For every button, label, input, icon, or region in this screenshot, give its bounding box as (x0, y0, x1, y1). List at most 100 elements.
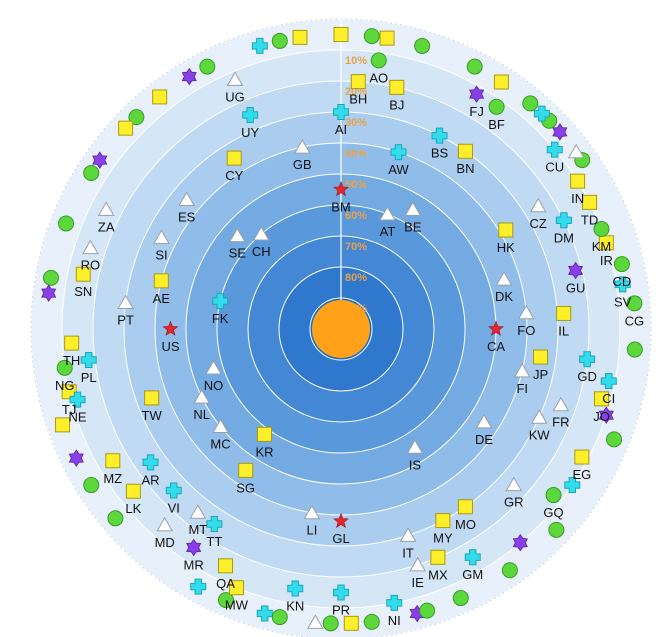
point-marker-gu (568, 261, 584, 280)
point-label-sv: SV (614, 294, 632, 309)
point-label-fj: FJ (469, 104, 483, 119)
radial-tick-label: 50% (345, 179, 367, 191)
point-marker-fo (517, 304, 535, 320)
point-marker (292, 29, 308, 45)
point-marker (522, 95, 539, 112)
point-label-il: IL (558, 323, 569, 338)
point-label-ae: AE (153, 291, 171, 306)
point-marker (181, 67, 197, 86)
point-marker (42, 269, 59, 286)
point-marker-sn (75, 266, 91, 282)
point-marker-jo (594, 391, 610, 407)
point-marker-eg (574, 449, 590, 465)
point-marker-tt (206, 515, 223, 532)
point-label-kw: KW (529, 427, 551, 442)
radial-tick-label: 60% (345, 210, 367, 222)
point-marker-gb (293, 139, 311, 154)
point-marker-ch (252, 226, 270, 241)
point-marker-fj (469, 85, 485, 103)
point-label-gd: GD (577, 369, 597, 384)
point-label-ir: IR (600, 253, 613, 268)
point-marker-se (228, 227, 246, 243)
point-marker-lk (125, 483, 141, 499)
point-marker-ca (488, 320, 504, 336)
radial-tick-label: 40% (345, 148, 367, 160)
point-marker-mx (430, 549, 446, 565)
point-label-cg: CG (625, 313, 645, 328)
point-labels: AO FJ BF BJ BH UG UY CY ES AI GB BS BN AW AT BE BM CH SE SI… (55, 70, 644, 627)
point-label-gr: GR (504, 495, 524, 510)
point-marker (55, 417, 71, 433)
point-marker (41, 284, 57, 302)
point-marker-hk (498, 222, 514, 238)
radial-tick-label: 80% (345, 272, 367, 284)
point-label-bf: BF (488, 117, 505, 132)
point-label-in: IN (571, 191, 584, 206)
point-marker (152, 89, 168, 105)
point-label-tj: TJ (62, 402, 76, 417)
point-marker-is (406, 439, 424, 454)
point-label-qa: QA (216, 576, 235, 591)
point-marker-ae (153, 273, 169, 289)
point-label-mo: MO (455, 517, 476, 532)
center-disk (312, 300, 370, 358)
point-marker-si (153, 229, 170, 245)
point-label-ai: AI (335, 122, 347, 137)
point-marker (379, 30, 395, 46)
point-label-hk: HK (497, 240, 515, 255)
point-marker-ai (333, 104, 349, 120)
point-label-ni: NI (388, 613, 401, 628)
point-marker-in (570, 173, 586, 189)
point-marker-bm (333, 181, 349, 197)
point-marker (606, 431, 623, 448)
data-points (41, 27, 643, 632)
point-marker-gr (505, 476, 523, 492)
point-marker-qa (217, 558, 233, 574)
point-marker-at (379, 206, 396, 221)
point-label-bh: BH (349, 92, 367, 107)
radial-tick-label: 70% (345, 241, 367, 253)
point-marker (533, 105, 550, 122)
point-label-mz: MZ (103, 471, 122, 486)
point-label-gl: GL (332, 531, 349, 546)
point-marker-li (303, 504, 321, 520)
point-label-se: SE (229, 246, 247, 261)
point-marker (598, 406, 614, 424)
point-label-us: US (161, 339, 179, 354)
point-label-bm: BM (331, 200, 351, 215)
point-label-my: MY (433, 531, 453, 546)
point-marker (548, 521, 565, 538)
point-label-lk: LK (125, 501, 141, 516)
point-marker-ar (142, 454, 159, 471)
point-label-at: AT (380, 224, 396, 239)
point-marker-pr (333, 584, 349, 601)
radial-tick-label: 10% (345, 55, 367, 67)
point-marker-de (475, 413, 493, 429)
point-marker-ao (370, 52, 387, 69)
point-marker-nl (193, 388, 211, 404)
point-marker (83, 164, 100, 181)
point-label-uy: UY (241, 125, 259, 140)
point-label-fk: FK (212, 311, 229, 326)
point-label-aw: AW (388, 162, 409, 177)
point-marker-fk (212, 293, 229, 310)
point-label-ro: RO (81, 258, 101, 273)
point-marker-th (64, 335, 80, 351)
point-marker-fr (552, 396, 570, 412)
point-marker-cu (546, 141, 563, 158)
point-marker-sg (238, 462, 254, 478)
point-marker-dk (495, 271, 513, 286)
point-label-kn: KN (286, 598, 304, 613)
point-marker-aw (390, 144, 407, 161)
point-marker-ni (386, 594, 403, 611)
point-marker (256, 605, 273, 622)
point-label-tw: TW (142, 408, 163, 423)
point-label-mw: MW (225, 598, 249, 613)
point-marker-my (435, 513, 451, 529)
point-marker-ro (82, 239, 99, 255)
point-marker-be (404, 201, 422, 216)
point-label-th: TH (63, 353, 80, 368)
radial-tick-label: 30% (345, 117, 367, 129)
point-label-fo: FO (517, 323, 535, 338)
point-label-km: KM (592, 239, 612, 254)
